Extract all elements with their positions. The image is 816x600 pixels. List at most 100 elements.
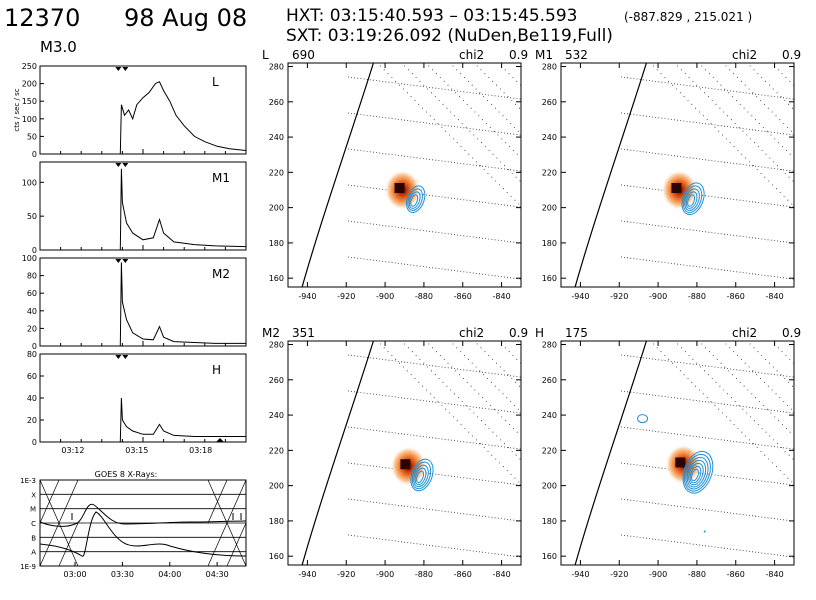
image-chi2-value: 0.9 bbox=[782, 326, 801, 340]
image-xtick-label: -880 bbox=[415, 292, 433, 301]
image-xtick-label: -840 bbox=[493, 292, 511, 301]
lightcurve-ytick-label: 0 bbox=[32, 342, 37, 351]
image-chi2-label: chi2 bbox=[732, 326, 757, 340]
sxt-time: SXT: 03:19:26.092 (NuDen,Be119,Full) bbox=[286, 26, 613, 46]
goes-short-channel bbox=[39, 511, 247, 557]
end-marker-icon bbox=[216, 438, 224, 442]
hxt-contour bbox=[411, 461, 432, 490]
goes-xtick-label: 03:00 bbox=[63, 570, 86, 579]
image-ytick-label: 280 bbox=[542, 63, 557, 72]
image-ytick-label: 200 bbox=[269, 204, 284, 213]
image-xtick-label: -940 bbox=[571, 292, 589, 301]
goes-long-channel bbox=[39, 503, 247, 527]
grid-dots bbox=[348, 343, 521, 558]
image-ytick-label: 280 bbox=[542, 341, 557, 350]
hxt-contour bbox=[689, 465, 702, 484]
grid-dots bbox=[348, 65, 521, 280]
image-xtick-label: -880 bbox=[688, 570, 706, 579]
lightcurve-band-label: H bbox=[212, 363, 221, 377]
image-counts: 351 bbox=[292, 326, 315, 340]
lightcurve-ytick-label: 250 bbox=[22, 62, 37, 71]
image-counts: 532 bbox=[565, 48, 588, 62]
image-ytick-label: 280 bbox=[269, 341, 284, 350]
image-ytick-label: 220 bbox=[542, 446, 557, 455]
image-counts: 690 bbox=[292, 48, 315, 62]
image-ytick-label: 220 bbox=[542, 168, 557, 177]
image-xtick-label: -860 bbox=[454, 292, 472, 301]
image-ytick-label: 160 bbox=[269, 552, 284, 561]
image-ytick-label: 260 bbox=[542, 376, 557, 385]
image-plot-area bbox=[574, 341, 794, 565]
image-panel-L: -940 -920 -900 -880 -860 -840 160 180 200 220 240 2… bbox=[262, 48, 528, 301]
lightcurve-ytick-label: 80 bbox=[27, 272, 37, 281]
lightcurve-panel-L: 0 50 100 150 200 250 L bbox=[22, 62, 247, 159]
image-ytick-label: 180 bbox=[269, 517, 284, 526]
image-xtick-label: -840 bbox=[766, 570, 784, 579]
hxt-time: HXT: 03:15:40.593 – 03:15:45.593 bbox=[286, 6, 578, 26]
image-frame bbox=[560, 340, 795, 566]
hxt-contour bbox=[703, 530, 706, 533]
image-xtick-label: -920 bbox=[610, 292, 628, 301]
hxt-contour bbox=[410, 194, 419, 207]
image-xtick-label: -880 bbox=[415, 570, 433, 579]
lightcurve-band-label: L bbox=[212, 75, 219, 89]
image-xtick-label: -900 bbox=[376, 292, 394, 301]
lightcurve-xtick-label: 03:12 bbox=[61, 446, 84, 455]
image-ytick-label: 260 bbox=[269, 376, 284, 385]
image-ytick-label: 220 bbox=[269, 446, 284, 455]
hxt-contour bbox=[407, 188, 423, 211]
solar-limb bbox=[301, 341, 375, 565]
image-chi2-label: chi2 bbox=[459, 48, 484, 62]
interval-marker-icon bbox=[115, 67, 129, 71]
flare-date: 98 Aug 08 bbox=[124, 4, 247, 32]
hxt-contour bbox=[681, 182, 705, 216]
lightcurve-ytick-label: 100 bbox=[22, 178, 37, 187]
image-ytick-label: 160 bbox=[269, 274, 284, 283]
image-ytick-label: 240 bbox=[269, 133, 284, 142]
goes-hatch bbox=[207, 479, 247, 567]
image-ytick-label: 280 bbox=[269, 63, 284, 72]
image-chi2-value: 0.9 bbox=[782, 48, 801, 62]
image-xtick-label: -860 bbox=[727, 292, 745, 301]
lightcurve-xtick-label: 03:15 bbox=[125, 446, 148, 455]
image-ytick-label: 240 bbox=[542, 133, 557, 142]
lightcurve-ytick-label: 0 bbox=[32, 150, 37, 159]
interval-marker-icon bbox=[115, 163, 129, 167]
hxt-contour bbox=[405, 185, 426, 213]
image-ytick-label: 200 bbox=[542, 204, 557, 213]
hxt-contour bbox=[408, 191, 421, 209]
hxt-contour bbox=[637, 414, 649, 424]
solar-limb bbox=[574, 341, 648, 565]
hxt-contour bbox=[414, 467, 427, 486]
image-counts: 175 bbox=[565, 326, 588, 340]
goes-level-label: X bbox=[31, 491, 36, 499]
sxt-core bbox=[400, 459, 411, 470]
lightcurve-ytick-label: 60 bbox=[27, 372, 37, 381]
image-ytick-label: 260 bbox=[542, 98, 557, 107]
image-panel-H: -940 -920 -900 -880 -860 -840 160 180 200 220 240 2… bbox=[535, 326, 801, 579]
image-ytick-label: 240 bbox=[269, 411, 284, 420]
lightcurve-series bbox=[40, 168, 247, 251]
lightcurve-ytick-label: 20 bbox=[27, 416, 37, 425]
image-xtick-label: -920 bbox=[337, 292, 355, 301]
hxt-contour bbox=[685, 191, 698, 209]
image-ytick-label: 180 bbox=[269, 239, 284, 248]
hxt-contour bbox=[683, 453, 711, 492]
hxt-contour bbox=[682, 185, 703, 213]
image-xtick-label: -900 bbox=[649, 292, 667, 301]
hxt-contour bbox=[416, 470, 425, 484]
image-ytick-label: 240 bbox=[542, 411, 557, 420]
image-band-label: M2 bbox=[262, 326, 280, 340]
interval-marker-icon bbox=[115, 355, 129, 359]
grid-dots bbox=[621, 65, 794, 280]
lightcurve-ytick-label: 200 bbox=[22, 80, 37, 89]
goes-level-label: B bbox=[31, 534, 36, 542]
image-xtick-label: -940 bbox=[571, 570, 589, 579]
goes-hatch bbox=[39, 479, 60, 524]
image-chi2-value: 0.9 bbox=[509, 48, 528, 62]
goes-hatch bbox=[58, 522, 79, 567]
image-ytick-label: 220 bbox=[269, 168, 284, 177]
image-chi2-label: chi2 bbox=[459, 326, 484, 340]
image-ytick-label: 200 bbox=[269, 482, 284, 491]
